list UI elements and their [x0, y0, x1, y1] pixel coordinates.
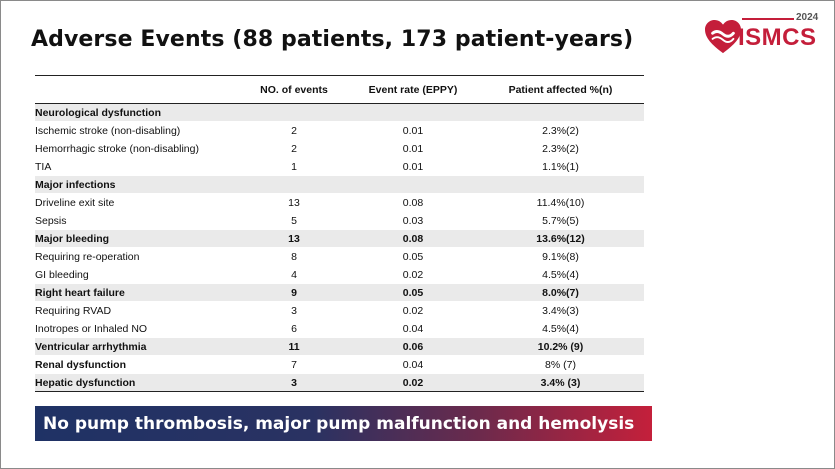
table-row: Right heart failure 9 0.05 8.0%(7)	[35, 283, 644, 302]
row-rate: 0.08	[349, 193, 477, 212]
row-affected	[477, 103, 644, 122]
table-row: Driveline exit site 13 0.08 11.4%(10)	[35, 193, 644, 212]
row-events: 11	[239, 337, 349, 356]
table-row: GI bleeding 4 0.02 4.5%(4)	[35, 265, 644, 284]
row-label: Requiring RVAD	[35, 301, 239, 320]
row-label: Requiring re-operation	[35, 247, 239, 266]
row-label: Inotropes or Inhaled NO	[35, 319, 239, 338]
row-rate: 0.01	[349, 139, 477, 158]
row-label: Ventricular arrhythmia	[35, 337, 239, 356]
row-rate: 0.05	[349, 283, 477, 302]
table-row: Ischemic stroke (non-disabling) 2 0.01 2.3%…	[35, 121, 644, 140]
row-rate: 0.08	[349, 229, 477, 248]
row-events: 2	[239, 139, 349, 158]
logo-rule	[742, 18, 794, 20]
row-label: Renal dysfunction	[35, 355, 239, 374]
adverse-events-table: NO. of events Event rate (EPPY) Patient …	[35, 75, 644, 392]
table-row: Hepatic dysfunction 3 0.02 3.4% (3)	[35, 373, 644, 392]
row-rate: 0.03	[349, 211, 477, 230]
row-affected: 13.6%(12)	[477, 229, 644, 248]
row-rate: 0.05	[349, 247, 477, 266]
row-rate: 0.02	[349, 301, 477, 320]
row-events	[239, 175, 349, 194]
row-label: Major bleeding	[35, 229, 239, 248]
table-row: Hemorrhagic stroke (non-disabling) 2 0.01 2…	[35, 139, 644, 158]
row-label: Right heart failure	[35, 283, 239, 302]
row-affected: 10.2% (9)	[477, 337, 644, 356]
row-label: GI bleeding	[35, 265, 239, 284]
row-events: 3	[239, 301, 349, 320]
row-events: 8	[239, 247, 349, 266]
row-rate: 0.04	[349, 355, 477, 374]
row-affected: 3.4%(3)	[477, 301, 644, 320]
row-events: 13	[239, 229, 349, 248]
row-events: 9	[239, 283, 349, 302]
row-events: 1	[239, 157, 349, 176]
row-label: TIA	[35, 157, 239, 176]
row-affected: 8.0%(7)	[477, 283, 644, 302]
row-label: Ischemic stroke (non-disabling)	[35, 121, 239, 140]
table-row: Ventricular arrhythmia 11 0.06 10.2% (9)	[35, 337, 644, 356]
row-rate	[349, 175, 477, 194]
row-label: Sepsis	[35, 211, 239, 230]
table-header-row: NO. of events Event rate (EPPY) Patient …	[35, 75, 644, 104]
summary-banner: No pump thrombosis, major pump malfuncti…	[35, 406, 652, 441]
row-affected: 11.4%(10)	[477, 193, 644, 212]
ismcs-logo: 2024 ISMCS	[704, 11, 829, 61]
table-row: Sepsis 5 0.03 5.7%(5)	[35, 211, 644, 230]
row-events	[239, 103, 349, 122]
row-events: 4	[239, 265, 349, 284]
row-label: Neurological dysfunction	[35, 103, 239, 122]
row-affected: 5.7%(5)	[477, 211, 644, 230]
slide-title: Adverse Events (88 patients, 173 patient…	[31, 27, 634, 52]
row-events: 2	[239, 121, 349, 140]
header-label	[35, 75, 239, 104]
row-affected: 8% (7)	[477, 355, 644, 374]
row-affected	[477, 175, 644, 194]
row-affected: 3.4% (3)	[477, 373, 644, 392]
table-row: Renal dysfunction 7 0.04 8% (7)	[35, 355, 644, 374]
table-row: Requiring RVAD 3 0.02 3.4%(3)	[35, 301, 644, 320]
row-affected: 9.1%(8)	[477, 247, 644, 266]
header-events: NO. of events	[239, 75, 349, 104]
table-row: Major bleeding 13 0.08 13.6%(12)	[35, 229, 644, 248]
header-affected: Patient affected %(n)	[477, 75, 644, 104]
row-label: Major infections	[35, 175, 239, 194]
logo-text: ISMCS	[738, 24, 817, 51]
row-label: Driveline exit site	[35, 193, 239, 212]
row-affected: 4.5%(4)	[477, 265, 644, 284]
table-body: Neurological dysfunction Ischemic stroke …	[35, 103, 644, 392]
row-affected: 2.3%(2)	[477, 139, 644, 158]
row-affected: 1.1%(1)	[477, 157, 644, 176]
table-row: Major infections	[35, 175, 644, 194]
heart-icon	[705, 19, 741, 54]
row-label: Hepatic dysfunction	[35, 373, 239, 392]
row-rate: 0.01	[349, 121, 477, 140]
row-rate: 0.04	[349, 319, 477, 338]
row-events: 3	[239, 373, 349, 392]
row-rate: 0.02	[349, 373, 477, 392]
row-events: 13	[239, 193, 349, 212]
row-label: Hemorrhagic stroke (non-disabling)	[35, 139, 239, 158]
table-row: Neurological dysfunction	[35, 103, 644, 122]
row-events: 6	[239, 319, 349, 338]
row-rate: 0.02	[349, 265, 477, 284]
table-row: Inotropes or Inhaled NO 6 0.04 4.5%(4)	[35, 319, 644, 338]
header-rate: Event rate (EPPY)	[349, 75, 477, 104]
row-affected: 4.5%(4)	[477, 319, 644, 338]
logo-year: 2024	[796, 12, 819, 23]
row-events: 7	[239, 355, 349, 374]
table-row: Requiring re-operation 8 0.05 9.1%(8)	[35, 247, 644, 266]
row-rate: 0.01	[349, 157, 477, 176]
row-events: 5	[239, 211, 349, 230]
table-row: TIA 1 0.01 1.1%(1)	[35, 157, 644, 176]
row-rate	[349, 103, 477, 122]
row-rate: 0.06	[349, 337, 477, 356]
row-affected: 2.3%(2)	[477, 121, 644, 140]
